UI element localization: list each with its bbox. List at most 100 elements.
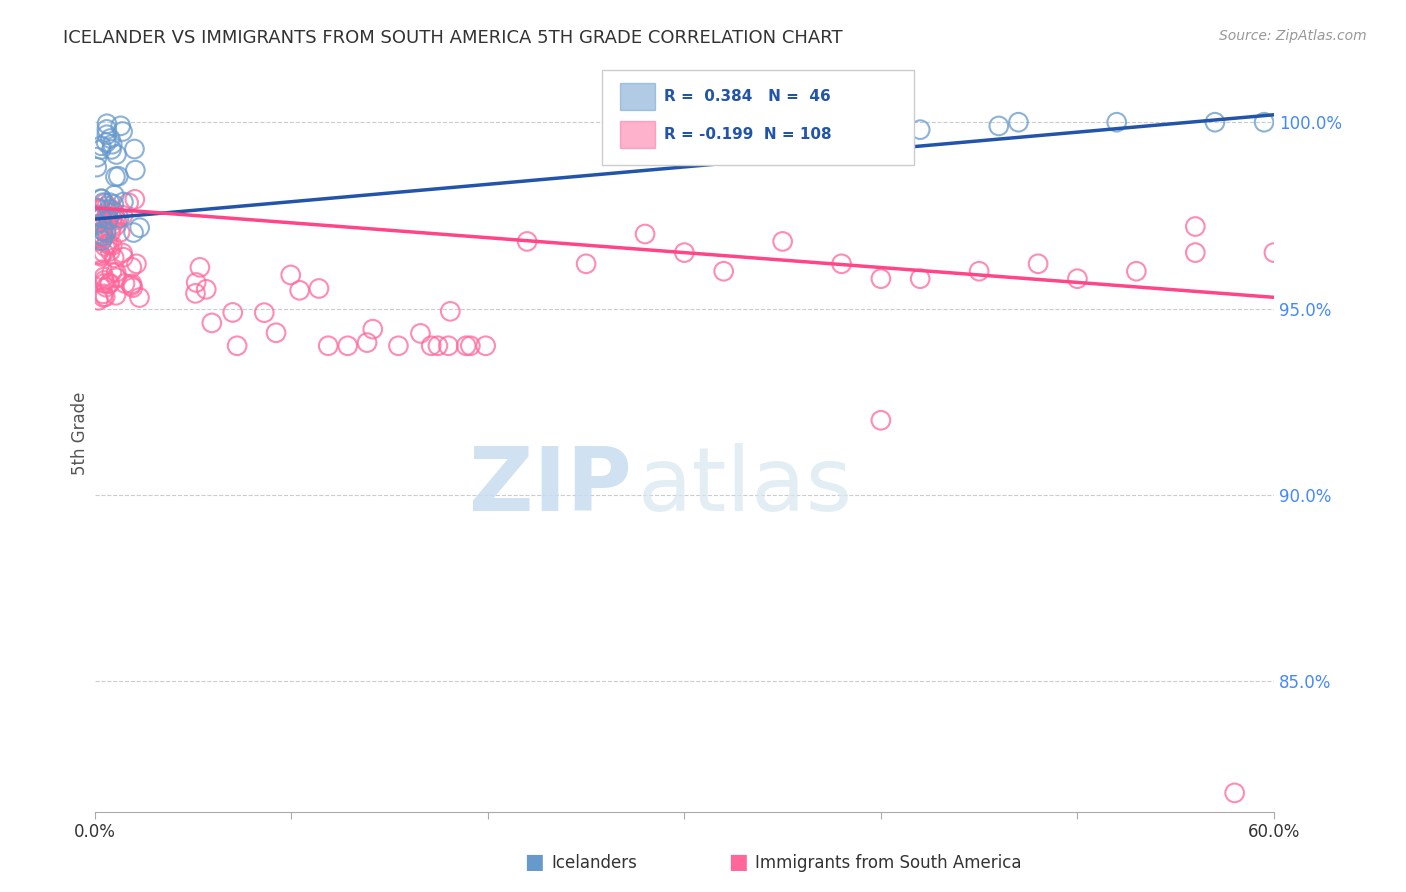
Point bbox=[226, 339, 249, 353]
Point bbox=[107, 169, 129, 184]
FancyBboxPatch shape bbox=[602, 70, 914, 165]
Point bbox=[120, 278, 142, 293]
Point bbox=[409, 326, 432, 341]
Point bbox=[1204, 115, 1226, 129]
Point bbox=[91, 234, 114, 248]
Y-axis label: 5th Grade: 5th Grade bbox=[72, 392, 89, 475]
Point bbox=[772, 235, 794, 249]
Point bbox=[288, 283, 311, 297]
Point bbox=[575, 257, 598, 271]
Point bbox=[361, 322, 384, 336]
Text: R = -0.199  N = 108: R = -0.199 N = 108 bbox=[664, 127, 832, 142]
Point bbox=[91, 231, 114, 245]
Point bbox=[188, 260, 211, 275]
Point bbox=[124, 142, 146, 156]
Point bbox=[124, 163, 146, 178]
Point bbox=[93, 225, 115, 239]
Point bbox=[752, 115, 775, 129]
Point bbox=[1184, 219, 1206, 234]
Point bbox=[91, 219, 114, 234]
Point bbox=[90, 192, 112, 206]
Point bbox=[112, 194, 135, 209]
Point bbox=[474, 339, 496, 353]
Point bbox=[87, 234, 110, 248]
Point bbox=[90, 211, 112, 225]
Point bbox=[89, 202, 111, 216]
Point bbox=[93, 277, 115, 291]
Point bbox=[93, 273, 115, 287]
Point bbox=[86, 150, 108, 164]
Text: R =  0.384   N =  46: R = 0.384 N = 46 bbox=[664, 89, 831, 104]
Point bbox=[673, 245, 696, 260]
Point bbox=[121, 260, 143, 275]
Point bbox=[967, 264, 990, 278]
Point bbox=[105, 270, 128, 285]
Point bbox=[98, 237, 121, 252]
Point bbox=[94, 239, 117, 253]
Point bbox=[713, 264, 735, 278]
Point bbox=[94, 290, 117, 304]
Point bbox=[91, 290, 114, 304]
Point bbox=[426, 339, 449, 353]
Point bbox=[870, 271, 893, 285]
Point bbox=[87, 293, 110, 308]
Point bbox=[104, 211, 127, 225]
Point bbox=[108, 211, 131, 225]
Point bbox=[90, 211, 112, 225]
Point bbox=[125, 257, 148, 271]
Point bbox=[195, 282, 218, 296]
Point bbox=[97, 209, 120, 223]
Text: Immigrants from South America: Immigrants from South America bbox=[755, 855, 1022, 872]
Point bbox=[1125, 264, 1147, 278]
Point bbox=[870, 413, 893, 427]
Text: ICELANDER VS IMMIGRANTS FROM SOUTH AMERICA 5TH GRADE CORRELATION CHART: ICELANDER VS IMMIGRANTS FROM SOUTH AMERI… bbox=[63, 29, 842, 46]
Point bbox=[96, 199, 118, 213]
Point bbox=[264, 326, 287, 340]
Point bbox=[94, 196, 117, 211]
Point bbox=[91, 229, 114, 244]
Point bbox=[86, 160, 108, 174]
Point bbox=[101, 211, 124, 225]
Point bbox=[89, 230, 111, 244]
Point bbox=[184, 286, 207, 301]
Point bbox=[1026, 257, 1049, 271]
Point bbox=[118, 195, 141, 210]
Point bbox=[86, 218, 108, 232]
Point bbox=[96, 122, 118, 136]
Point bbox=[1184, 245, 1206, 260]
Point bbox=[634, 227, 657, 241]
Point bbox=[98, 277, 121, 291]
Point bbox=[114, 277, 136, 291]
Point bbox=[90, 138, 112, 153]
Point bbox=[128, 220, 150, 235]
Point bbox=[308, 281, 330, 295]
Point bbox=[316, 339, 339, 353]
Point bbox=[101, 137, 124, 152]
Point bbox=[124, 192, 146, 206]
Point bbox=[1223, 786, 1246, 800]
Point bbox=[437, 339, 460, 353]
Point bbox=[98, 131, 121, 145]
Point bbox=[94, 280, 117, 294]
Point bbox=[1253, 115, 1275, 129]
Point bbox=[97, 211, 120, 225]
Point bbox=[96, 136, 118, 150]
Point bbox=[87, 227, 110, 241]
Point bbox=[336, 339, 359, 353]
Point bbox=[104, 288, 127, 302]
Point bbox=[105, 265, 128, 279]
Point bbox=[201, 316, 224, 330]
Point bbox=[111, 208, 134, 222]
Point bbox=[222, 305, 245, 319]
Point bbox=[111, 124, 134, 138]
Point bbox=[128, 291, 150, 305]
Text: ■: ■ bbox=[728, 853, 748, 872]
Point bbox=[1007, 115, 1029, 129]
Point bbox=[831, 115, 853, 129]
Text: atlas: atlas bbox=[637, 442, 852, 530]
Point bbox=[94, 226, 117, 240]
Point bbox=[387, 339, 409, 353]
Point bbox=[90, 143, 112, 157]
Point bbox=[103, 188, 125, 202]
Point bbox=[91, 262, 114, 277]
